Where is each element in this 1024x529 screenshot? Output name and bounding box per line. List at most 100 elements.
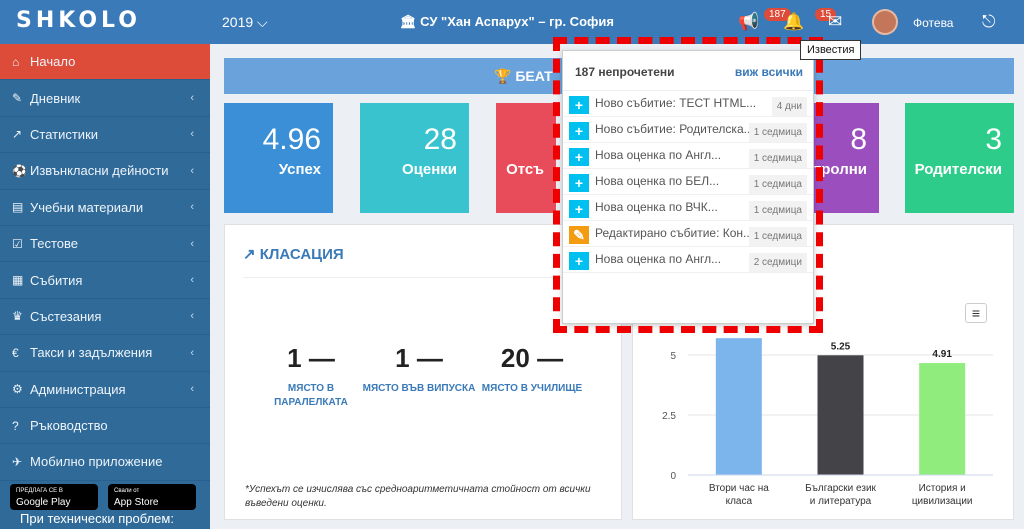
sidebar-item-icon: ↗ [12, 127, 23, 142]
rank-class-num: 1 — [287, 343, 335, 373]
banner-text: БЕАТ [515, 68, 553, 84]
rank-class: 1 — МЯСТО В ПАРАЛЕЛКАТА [261, 343, 361, 410]
sidebar-item-icon: ⌂ [12, 54, 20, 69]
ranking-note: *Успехът се изчислява със средноаритмети… [245, 484, 591, 509]
notification-item[interactable]: + Нова оценка по Англ... 1 седмица [563, 143, 813, 169]
stat-tile-4[interactable]: 3 Родителски [905, 103, 1014, 213]
stat-tile-1[interactable]: 28 Оценки [360, 103, 469, 213]
rank-year-num: 1 — [395, 343, 443, 373]
chevron-left-icon: ‹ [190, 310, 194, 323]
notification-text: Ново събитие: ТЕСТ HTML... [595, 96, 757, 110]
sidebar-item-1[interactable]: ✎ Дневник ‹ [0, 80, 210, 117]
sidebar-item-label: Начало [30, 54, 76, 70]
stat-tile-label: тролни [813, 161, 867, 178]
sidebar-item-8[interactable]: € Такси и задължения ‹ [0, 335, 210, 372]
sidebar: ⌂ Начало ✎ Дневник ‹ ↗ Статистики ‹ ⚽ Извънкласни… [0, 44, 210, 529]
notification-item[interactable]: + Ново събитие: ТЕСТ HTML... 4 дни [563, 91, 813, 117]
view-all-link[interactable]: виж всички [734, 65, 803, 79]
sidebar-item-4[interactable]: ▤ Учебни материали ‹ [0, 190, 210, 226]
sidebar-item-icon: € [12, 345, 19, 360]
sidebar-item-label: Ръководство [30, 418, 108, 434]
sidebar-item-7[interactable]: ♛ Състезания ‹ [0, 299, 210, 336]
bar [715, 338, 762, 475]
rank-school-num: 20 — [500, 343, 564, 373]
notification-item[interactable]: ✎ Редактирано събитие: Кон... 1 седмица [563, 221, 813, 247]
notification-item[interactable]: + Ново събитие: Родителска... 1 седмица [563, 117, 813, 143]
logo[interactable]: SHKOLO [16, 8, 141, 33]
notification-text: Ново събитие: Родителска... [595, 122, 754, 136]
top-navbar: SHKOLO 2019 ⌵ 🏛 СУ "Хан Аспарух" – гр. С… [0, 0, 1024, 44]
notification-time: 1 седмица [748, 149, 807, 168]
google-play-label: Google Play [16, 497, 71, 508]
sidebar-item-2[interactable]: ↗ Статистики ‹ [0, 117, 210, 154]
sidebar-item-3[interactable]: ⚽ Извънкласни дейности ‹ [0, 153, 210, 190]
notification-item[interactable]: + Нова оценка по Англ... 2 седмици [563, 247, 813, 273]
sidebar-item-label: Дневник [30, 90, 81, 106]
megaphone-icon[interactable]: 📢 [738, 12, 760, 31]
sidebar-item-11[interactable]: ✈ Мобилно приложение [0, 444, 210, 481]
notification-badge: 187 [764, 8, 791, 21]
sidebar-item-label: Мобилно приложение [30, 454, 163, 470]
x-tick-label: Втори час на [709, 483, 769, 494]
x-tick-label: История и [919, 483, 966, 494]
stat-tile-label: Родителски [914, 161, 1002, 178]
envelope-icon[interactable]: ✉ [828, 12, 843, 31]
tech-problem-text: При технически проблем: [20, 511, 174, 526]
stat-tile-3[interactable]: 8 тролни [804, 103, 879, 213]
stat-tile-label: Успех [278, 161, 321, 178]
bell-icon[interactable]: 🔔 [783, 12, 805, 31]
stat-tile-2[interactable]: Отсъ [496, 103, 556, 213]
app-store-button[interactable]: Свали от App Store [108, 484, 196, 510]
sidebar-item-5[interactable]: ☑ Тестове ‹ [0, 226, 210, 263]
notification-item[interactable]: + Нова оценка по БЕЛ... 1 седмица [563, 169, 813, 195]
chevron-left-icon: ‹ [190, 346, 194, 359]
stat-tile-label: Отсъ [506, 161, 544, 178]
sidebar-item-label: Събития [30, 272, 83, 288]
sidebar-item-icon: ✈ [12, 454, 23, 469]
rank-year: 1 — МЯСТО ВЪВ ВИПУСКА [359, 343, 479, 396]
y-tick-label: 0 [670, 471, 676, 482]
chevron-left-icon: ‹ [190, 92, 194, 105]
chevron-left-icon: ‹ [190, 201, 194, 214]
grades-chart: 0 2.5 5 Втори час на класа 5.25 Български език… [662, 338, 993, 507]
sidebar-item-icon: ⚙ [12, 382, 23, 397]
unread-count: 187 непрочетени [575, 65, 675, 79]
notification-time: 1 седмица [748, 227, 807, 246]
rank-school-label: МЯСТО В УЧИЛИЩЕ [481, 383, 583, 394]
x-tick-label: Български език [805, 483, 876, 494]
notification-time: 1 седмица [748, 175, 807, 194]
sidebar-item-label: Извънкласни дейности [30, 163, 169, 179]
sidebar-item-0[interactable]: ⌂ Начало [0, 44, 210, 81]
year-selector[interactable]: 2019 ⌵ [222, 14, 268, 30]
notifications-header: 187 непрочетени виж всички [563, 51, 813, 91]
sidebar-item-6[interactable]: ▦ Събития ‹ [0, 262, 210, 299]
bar [817, 355, 864, 475]
bar [919, 363, 966, 475]
avatar[interactable] [872, 9, 898, 35]
notification-text: Нова оценка по Англ... [595, 148, 722, 162]
notification-item[interactable]: + Нова оценка по ВЧК... 1 седмица [563, 195, 813, 221]
school-name-text: СУ "Хан Аспарух" – гр. София [420, 14, 614, 29]
stat-tile-value: 3 [985, 123, 1002, 156]
chevron-left-icon: ‹ [190, 237, 194, 250]
chart-menu-icon[interactable]: ≡ [965, 303, 987, 323]
sidebar-item-icon: ♛ [12, 309, 23, 324]
google-play-button[interactable]: ПРЕДЛАГА СЕ В Google Play [10, 484, 98, 510]
sidebar-item-icon: ☑ [12, 236, 23, 251]
tooltip: Известия [800, 40, 862, 60]
stat-tile-0[interactable]: 4.96 Успех [224, 103, 333, 213]
sidebar-item-9[interactable]: ⚙ Администрация ‹ [0, 372, 210, 408]
ranking-title-text: КЛАСАЦИЯ [259, 246, 344, 263]
x-tick-label-line2: класа [726, 496, 753, 507]
x-tick-label-line2: и литература [810, 496, 872, 507]
notification-text: Нова оценка по ВЧК... [595, 200, 718, 214]
sidebar-item-icon: ▤ [12, 200, 24, 215]
bar-value-label: 4.91 [932, 349, 952, 360]
logout-icon[interactable]: ⎋ [982, 12, 996, 31]
x-tick-label-line2: цивилизации [912, 496, 973, 507]
sidebar-item-icon: ⚽ [12, 163, 27, 178]
sidebar-item-label: Учебни материали [30, 199, 144, 215]
sidebar-item-10[interactable]: ? Ръководство [0, 408, 210, 445]
user-name[interactable]: Фотева [913, 16, 954, 30]
stat-tile-label: Оценки [401, 161, 457, 178]
